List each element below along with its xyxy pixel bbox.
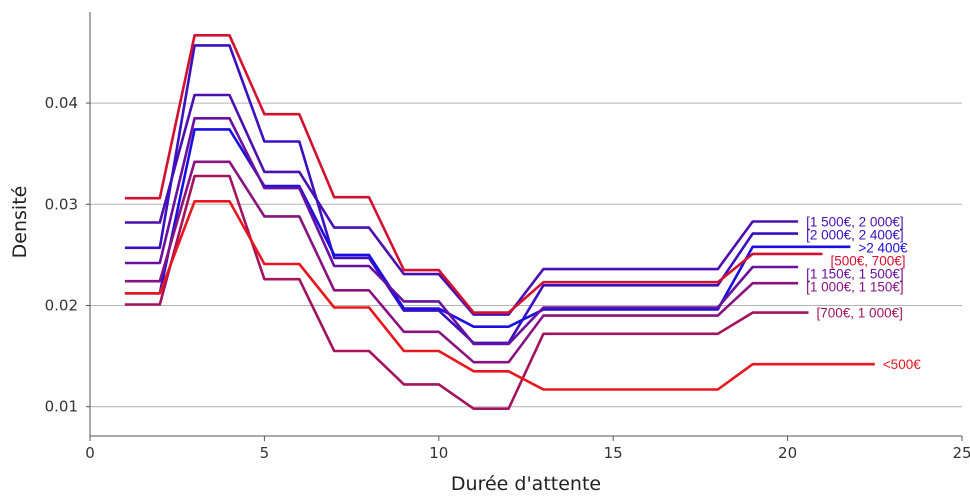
y-axis-title: Densité: [9, 186, 31, 259]
series-label: [700€, 1 000€]: [817, 306, 903, 321]
series-label: [1 150€, 1 500€]: [806, 266, 904, 281]
series-line: [124, 174, 809, 410]
x-tick-label: 0: [85, 444, 95, 462]
series-labels: [1 500€, 2 000€][2 000€, 2 400€]>2 400€[…: [806, 214, 921, 372]
axes: [89, 12, 962, 437]
series-label: [500€, 700€]: [830, 253, 905, 268]
y-ticks: 0.01 0.02 0.03 0.04: [45, 94, 90, 416]
series-label: <500€: [883, 357, 921, 372]
series-label: [2 000€, 2 400€]: [806, 227, 904, 242]
x-tick-label: 5: [260, 444, 270, 462]
series-line: [124, 34, 823, 314]
x-tick-label: 25: [952, 444, 970, 462]
series-line: [124, 93, 799, 316]
series-line: [124, 160, 799, 364]
y-tick-label: 0.03: [45, 195, 78, 213]
series-line: [124, 128, 851, 328]
x-ticks: 0 5 10 15 20 25: [85, 436, 970, 462]
series-line: [124, 200, 875, 391]
x-tick-label: 20: [778, 444, 797, 462]
x-tick-label: 15: [604, 444, 623, 462]
series-lines: [124, 34, 875, 410]
series-label: [1 000€, 1 150€]: [806, 279, 904, 294]
x-tick-label: 10: [429, 444, 448, 462]
series-label: >2 400€: [858, 240, 908, 255]
x-axis-title: Durée d'attente: [451, 473, 601, 495]
y-tick-label: 0.02: [45, 296, 78, 314]
grid-lines: [90, 102, 962, 408]
series-line: [124, 117, 799, 346]
y-tick-label: 0.04: [45, 94, 78, 112]
y-tick-label: 0.01: [45, 398, 78, 416]
series-label: [1 500€, 2 000€]: [806, 214, 904, 229]
